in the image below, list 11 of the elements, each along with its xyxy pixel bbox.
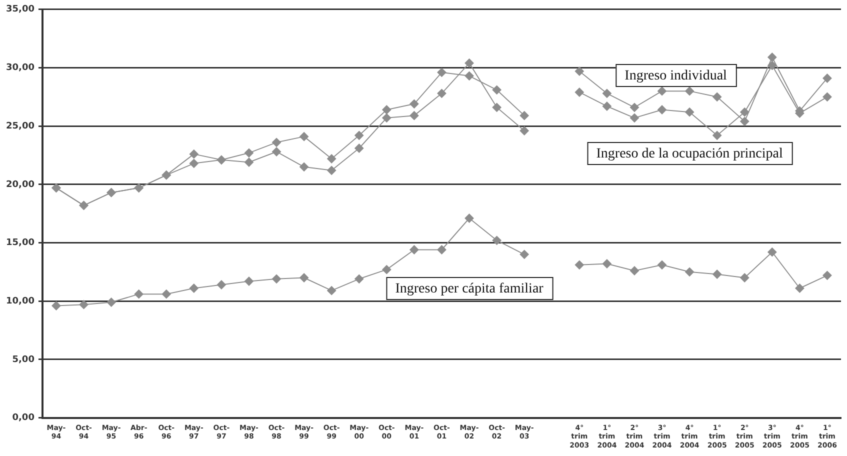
y-tick-label: 25,00 xyxy=(6,121,34,132)
series-label: Ingreso individual xyxy=(624,68,728,84)
y-tick-label: 30,00 xyxy=(6,63,34,74)
y-tick-label: 5,00 xyxy=(12,354,34,365)
y-tick-label: 20,00 xyxy=(6,180,34,190)
text: Ingreso de la ocupación principal xyxy=(596,146,783,162)
y-tick-label: 15,00 xyxy=(6,238,34,248)
y-tick-label: 35,00 xyxy=(6,4,34,15)
y-tick-label: 10,00 xyxy=(6,296,34,306)
y-tick-label: 0,00 xyxy=(12,413,34,424)
series-label: Ingreso per cápita familiar xyxy=(395,282,544,297)
